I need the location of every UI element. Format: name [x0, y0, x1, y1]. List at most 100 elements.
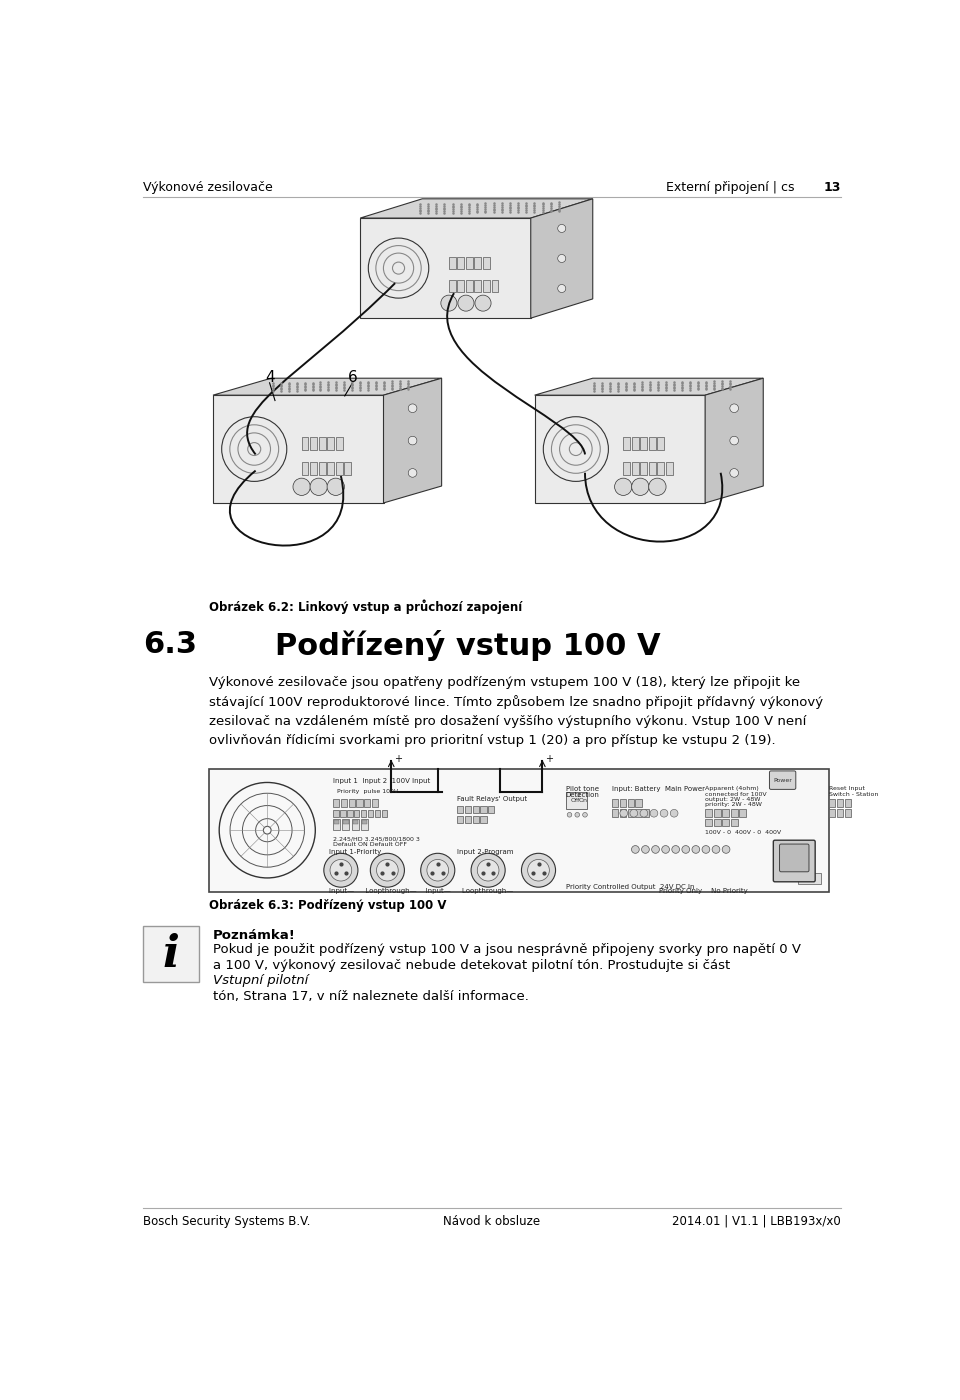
Circle shape — [712, 846, 720, 854]
FancyBboxPatch shape — [480, 805, 487, 813]
Circle shape — [324, 853, 358, 888]
Circle shape — [293, 479, 310, 496]
FancyBboxPatch shape — [640, 462, 647, 475]
FancyBboxPatch shape — [666, 462, 673, 475]
FancyBboxPatch shape — [352, 820, 358, 825]
Text: Priority  pulse 100V: Priority pulse 100V — [337, 788, 398, 794]
Polygon shape — [360, 199, 592, 218]
FancyBboxPatch shape — [345, 462, 351, 475]
Text: Podřízený vstup 100 V: Podřízený vstup 100 V — [275, 630, 660, 661]
Circle shape — [614, 479, 632, 496]
FancyBboxPatch shape — [623, 462, 630, 475]
FancyBboxPatch shape — [333, 809, 339, 816]
Text: Obrázek 6.2: Linkový vstup a průchozí zapojení: Obrázek 6.2: Linkový vstup a průchozí za… — [209, 599, 522, 613]
Text: Input 1  Input 2  100V Input: Input 1 Input 2 100V Input — [333, 778, 430, 784]
Polygon shape — [383, 378, 442, 503]
FancyBboxPatch shape — [319, 462, 325, 475]
Text: Default ON Default OFF: Default ON Default OFF — [333, 841, 407, 847]
FancyBboxPatch shape — [457, 805, 464, 813]
FancyBboxPatch shape — [457, 280, 465, 293]
FancyBboxPatch shape — [466, 258, 472, 269]
Text: 2: 2 — [576, 792, 581, 798]
Circle shape — [682, 846, 689, 854]
Circle shape — [730, 405, 738, 413]
Text: zesilovač na vzdáleném místě pro dosažení vyššího výstupního výkonu. Vstup 100 V: zesilovač na vzdáleném místě pro dosažen… — [209, 714, 806, 728]
Circle shape — [660, 809, 668, 818]
FancyBboxPatch shape — [628, 799, 634, 806]
Text: a 100 V, výkonový zesilovač nebude detekovat pilotní tón. Prostudujte si část: a 100 V, výkonový zesilovač nebude detek… — [213, 959, 731, 972]
FancyBboxPatch shape — [348, 809, 352, 816]
Text: connected for 100V: connected for 100V — [706, 792, 767, 797]
Text: Reset Input: Reset Input — [829, 785, 865, 791]
Circle shape — [558, 255, 565, 262]
FancyBboxPatch shape — [713, 819, 721, 826]
FancyBboxPatch shape — [845, 809, 851, 818]
Circle shape — [408, 437, 417, 445]
FancyBboxPatch shape — [472, 805, 479, 813]
FancyBboxPatch shape — [457, 816, 464, 823]
Circle shape — [661, 846, 669, 854]
FancyBboxPatch shape — [333, 799, 339, 806]
Circle shape — [310, 479, 327, 496]
Text: Poznámka!: Poznámka! — [213, 928, 296, 942]
FancyBboxPatch shape — [364, 799, 371, 806]
FancyBboxPatch shape — [620, 799, 626, 806]
FancyBboxPatch shape — [837, 809, 843, 818]
Text: Input: Battery  Main Power: Input: Battery Main Power — [612, 785, 706, 791]
Circle shape — [575, 812, 580, 818]
FancyBboxPatch shape — [465, 816, 471, 823]
Circle shape — [672, 846, 680, 854]
FancyBboxPatch shape — [449, 258, 456, 269]
Circle shape — [471, 853, 505, 888]
Polygon shape — [535, 395, 706, 503]
Circle shape — [641, 846, 649, 854]
FancyBboxPatch shape — [375, 809, 380, 816]
Text: Bosch Security Systems B.V.: Bosch Security Systems B.V. — [143, 1215, 311, 1228]
Text: 6.3: 6.3 — [143, 630, 197, 659]
FancyBboxPatch shape — [310, 437, 317, 451]
FancyBboxPatch shape — [465, 805, 471, 813]
FancyBboxPatch shape — [333, 819, 340, 830]
Circle shape — [583, 812, 588, 818]
FancyBboxPatch shape — [636, 799, 641, 806]
Circle shape — [441, 295, 457, 311]
FancyBboxPatch shape — [488, 805, 494, 813]
Circle shape — [650, 809, 658, 818]
FancyBboxPatch shape — [640, 437, 647, 451]
Polygon shape — [360, 218, 531, 318]
Circle shape — [730, 437, 738, 445]
FancyBboxPatch shape — [372, 799, 378, 806]
FancyBboxPatch shape — [310, 462, 317, 475]
Circle shape — [408, 469, 417, 477]
FancyBboxPatch shape — [483, 258, 490, 269]
FancyBboxPatch shape — [319, 437, 325, 451]
FancyBboxPatch shape — [474, 258, 481, 269]
Circle shape — [722, 846, 730, 854]
FancyBboxPatch shape — [829, 799, 835, 806]
FancyBboxPatch shape — [798, 872, 822, 885]
Text: Detection: Detection — [565, 792, 599, 798]
FancyBboxPatch shape — [658, 462, 664, 475]
Circle shape — [420, 853, 455, 888]
FancyBboxPatch shape — [466, 280, 472, 293]
FancyBboxPatch shape — [327, 437, 334, 451]
FancyBboxPatch shape — [770, 771, 796, 790]
Circle shape — [620, 809, 628, 818]
FancyBboxPatch shape — [649, 462, 656, 475]
Text: i: i — [162, 932, 180, 976]
FancyBboxPatch shape — [301, 437, 308, 451]
Text: Priority Only    No Priority: Priority Only No Priority — [659, 888, 748, 895]
FancyBboxPatch shape — [780, 844, 809, 872]
Text: Výkonové zesilovače jsou opatřeny podřízeným vstupem 100 V (18), který lze připo: Výkonové zesilovače jsou opatřeny podříz… — [209, 676, 801, 689]
Text: Apparent (4ohm): Apparent (4ohm) — [706, 785, 758, 791]
FancyBboxPatch shape — [643, 809, 649, 818]
Text: Input 1-Priority: Input 1-Priority — [329, 850, 381, 855]
FancyBboxPatch shape — [612, 809, 618, 818]
FancyBboxPatch shape — [722, 809, 730, 818]
Circle shape — [475, 295, 492, 311]
Circle shape — [558, 224, 565, 232]
FancyBboxPatch shape — [351, 819, 359, 830]
FancyBboxPatch shape — [449, 280, 456, 293]
FancyBboxPatch shape — [620, 809, 626, 818]
FancyBboxPatch shape — [837, 799, 843, 806]
